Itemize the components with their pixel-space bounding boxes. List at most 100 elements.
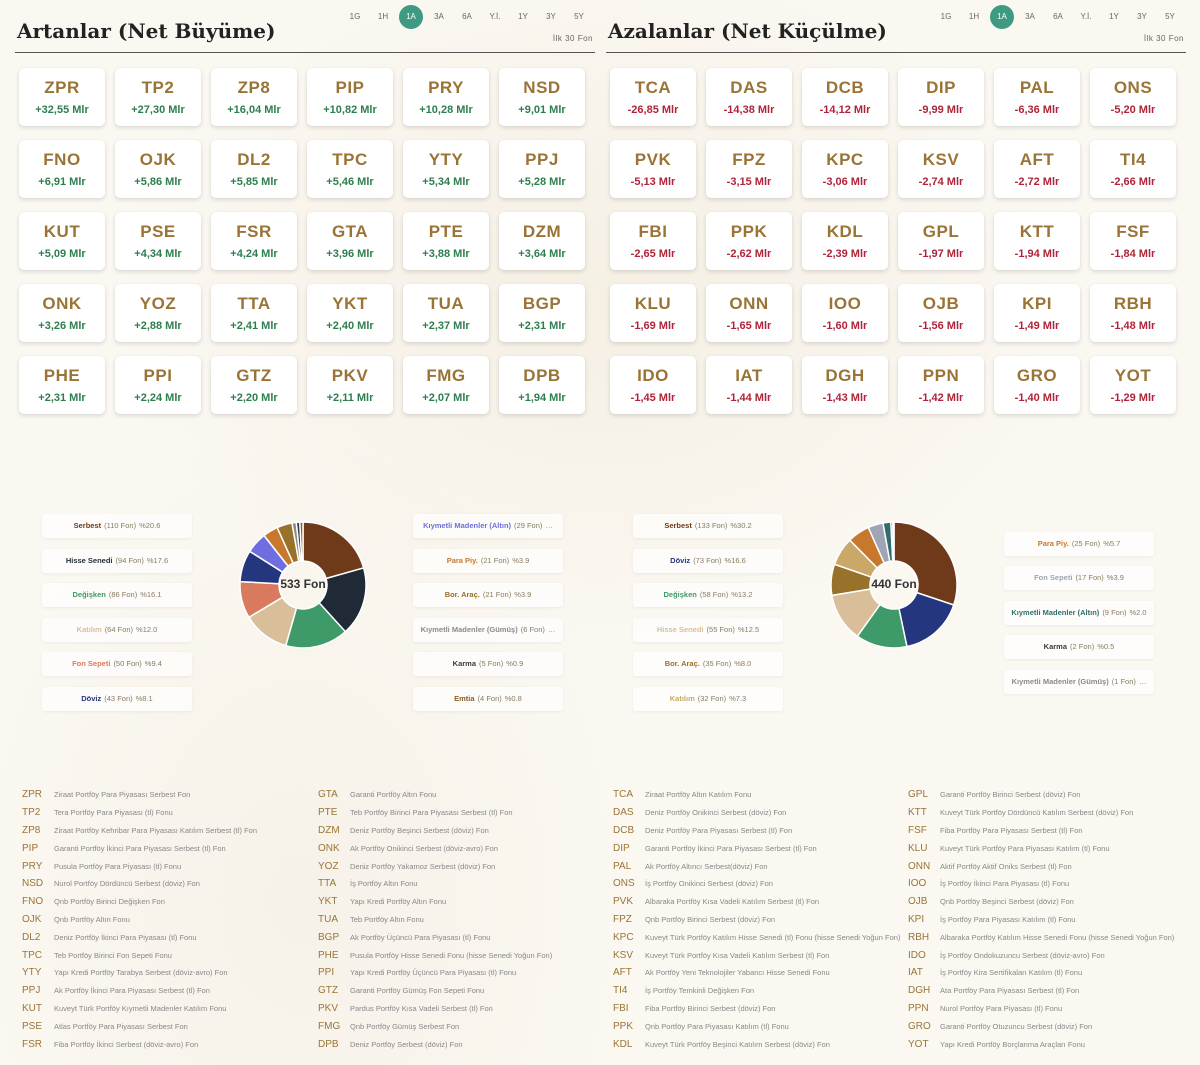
fund-list-code[interactable]: PPJ bbox=[22, 985, 41, 997]
fund-card-pkv[interactable]: PKV +2,11 Mlr bbox=[307, 356, 393, 414]
legend-item[interactable]: Emtia (4 Fon) %0.8 bbox=[413, 687, 563, 711]
fund-card-bgp[interactable]: BGP +2,31 Mlr bbox=[499, 284, 585, 342]
fund-list-code[interactable]: DAS bbox=[613, 807, 634, 819]
period-3y[interactable]: 3Y bbox=[1137, 12, 1147, 21]
fund-list-code[interactable]: PHE bbox=[318, 949, 339, 961]
legend-item[interactable]: Para Piy. (25 Fon) %5.7 bbox=[1004, 532, 1154, 556]
period-3a[interactable]: 3A bbox=[434, 12, 444, 21]
fund-list-code[interactable]: GTA bbox=[318, 789, 338, 801]
fund-card-ppj[interactable]: PPJ +5,28 Mlr bbox=[499, 140, 585, 198]
fund-list-code[interactable]: PPI bbox=[318, 967, 335, 979]
period-3a[interactable]: 3A bbox=[1025, 12, 1035, 21]
fund-card-dgh[interactable]: DGH -1,43 Mlr bbox=[802, 356, 888, 414]
fund-card-dl2[interactable]: DL2 +5,85 Mlr bbox=[211, 140, 297, 198]
period-5y[interactable]: 5Y bbox=[574, 12, 584, 21]
fund-card-ons[interactable]: ONS -5,20 Mlr bbox=[1090, 68, 1176, 126]
fund-card-pvk[interactable]: PVK -5,13 Mlr bbox=[610, 140, 696, 198]
legend-item[interactable]: Değişken (86 Fon) %16.1 bbox=[42, 583, 192, 607]
legend-item[interactable]: Döviz (73 Fon) %16.6 bbox=[633, 549, 783, 573]
fund-card-tta[interactable]: TTA +2,41 Mlr bbox=[211, 284, 297, 342]
fund-list-code[interactable]: TP2 bbox=[22, 807, 41, 819]
fund-list-code[interactable]: GPL bbox=[908, 789, 929, 801]
fund-list-code[interactable]: PIP bbox=[22, 842, 39, 854]
fund-card-pal[interactable]: PAL -6,36 Mlr bbox=[994, 68, 1080, 126]
fund-card-fsr[interactable]: FSR +4,24 Mlr bbox=[211, 212, 297, 270]
fund-list-code[interactable]: NSD bbox=[22, 878, 44, 890]
pie-slice-emtia[interactable] bbox=[299, 521, 304, 562]
fund-list-code[interactable]: IAT bbox=[908, 967, 923, 979]
legend-item[interactable]: Fon Sepeti (50 Fon) %9.4 bbox=[42, 652, 192, 676]
legend-item[interactable]: Fon Sepeti (17 Fon) %3.9 bbox=[1004, 566, 1154, 590]
fund-list-code[interactable]: FSR bbox=[22, 1038, 42, 1050]
fund-card-kpc[interactable]: KPC -3,06 Mlr bbox=[802, 140, 888, 198]
fund-list-code[interactable]: YOZ bbox=[318, 860, 339, 872]
fund-list-code[interactable]: TI4 bbox=[613, 985, 628, 997]
fund-list-code[interactable]: FPZ bbox=[613, 913, 632, 925]
pie-slice-k-ymetli-madenler-g-m-[interactable] bbox=[892, 521, 895, 562]
fund-list-code[interactable]: IOO bbox=[908, 878, 927, 890]
fund-list-code[interactable]: TTA bbox=[318, 878, 337, 890]
fund-card-tpc[interactable]: TPC +5,46 Mlr bbox=[307, 140, 393, 198]
legend-item[interactable]: Bor. Araç. (21 Fon) %3.9 bbox=[413, 583, 563, 607]
fund-list-code[interactable]: OJB bbox=[908, 896, 928, 908]
fund-card-dcb[interactable]: DCB -14,12 Mlr bbox=[802, 68, 888, 126]
fund-card-rbh[interactable]: RBH -1,48 Mlr bbox=[1090, 284, 1176, 342]
fund-card-yot[interactable]: YOT -1,29 Mlr bbox=[1090, 356, 1176, 414]
fund-list-code[interactable]: DPB bbox=[318, 1038, 339, 1050]
fund-card-dzm[interactable]: DZM +3,64 Mlr bbox=[499, 212, 585, 270]
fund-list-code[interactable]: DL2 bbox=[22, 931, 41, 943]
fund-card-ppi[interactable]: PPI +2,24 Mlr bbox=[115, 356, 201, 414]
pie-slice-serbest[interactable] bbox=[302, 521, 365, 580]
fund-list-code[interactable]: ONS bbox=[613, 878, 635, 890]
fund-card-nsd[interactable]: NSD +9,01 Mlr bbox=[499, 68, 585, 126]
fund-list-code[interactable]: FBI bbox=[613, 1002, 629, 1014]
fund-card-onk[interactable]: ONK +3,26 Mlr bbox=[19, 284, 105, 342]
fund-list-code[interactable]: AFT bbox=[613, 967, 632, 979]
fund-card-ti4[interactable]: TI4 -2,66 Mlr bbox=[1090, 140, 1176, 198]
fund-card-fpz[interactable]: FPZ -3,15 Mlr bbox=[706, 140, 792, 198]
fund-list-code[interactable]: KDL bbox=[613, 1038, 633, 1050]
fund-list-code[interactable]: PVK bbox=[613, 896, 634, 908]
legend-item[interactable]: Kıymetli Madenler (Gümüş) (1 Fon)… bbox=[1004, 670, 1154, 694]
fund-card-fsf[interactable]: FSF -1,84 Mlr bbox=[1090, 212, 1176, 270]
period-1a[interactable]: 1A bbox=[990, 5, 1014, 29]
legend-item[interactable]: Karma (2 Fon) %0.5 bbox=[1004, 635, 1154, 659]
legend-item[interactable]: Değişken (58 Fon) %13.2 bbox=[633, 583, 783, 607]
fund-card-pte[interactable]: PTE +3,88 Mlr bbox=[403, 212, 489, 270]
fund-list-code[interactable]: KPI bbox=[908, 913, 925, 925]
fund-card-gtz[interactable]: GTZ +2,20 Mlr bbox=[211, 356, 297, 414]
period-6a[interactable]: 6A bbox=[462, 12, 472, 21]
fund-list-code[interactable]: PPN bbox=[908, 1002, 929, 1014]
fund-list-code[interactable]: FSF bbox=[908, 824, 927, 836]
legend-item[interactable]: Karma (5 Fon) %0.9 bbox=[413, 652, 563, 676]
fund-list-code[interactable]: PRY bbox=[22, 860, 43, 872]
fund-list-code[interactable]: TPC bbox=[22, 949, 42, 961]
fund-card-gro[interactable]: GRO -1,40 Mlr bbox=[994, 356, 1080, 414]
fund-list-code[interactable]: PTE bbox=[318, 807, 338, 819]
legend-item[interactable]: Katılım (64 Fon) %12.0 bbox=[42, 618, 192, 642]
fund-card-aft[interactable]: AFT -2,72 Mlr bbox=[994, 140, 1080, 198]
period-1y[interactable]: 1Y bbox=[1109, 12, 1119, 21]
fund-list-code[interactable]: KTT bbox=[908, 807, 927, 819]
fund-card-pry[interactable]: PRY +10,28 Mlr bbox=[403, 68, 489, 126]
legend-item[interactable]: Para Piy. (21 Fon) %3.9 bbox=[413, 549, 563, 573]
fund-list-code[interactable]: PSE bbox=[22, 1020, 43, 1032]
fund-list-code[interactable]: PPK bbox=[613, 1020, 634, 1032]
fund-list-code[interactable]: ONK bbox=[318, 842, 340, 854]
fund-list-code[interactable]: DIP bbox=[613, 842, 630, 854]
fund-card-fbi[interactable]: FBI -2,65 Mlr bbox=[610, 212, 696, 270]
fund-card-onn[interactable]: ONN -1,65 Mlr bbox=[706, 284, 792, 342]
fund-card-kpi[interactable]: KPI -1,49 Mlr bbox=[994, 284, 1080, 342]
fund-list-code[interactable]: BGP bbox=[318, 931, 340, 943]
fund-card-pip[interactable]: PIP +10,82 Mlr bbox=[307, 68, 393, 126]
fund-list-code[interactable]: TCA bbox=[613, 789, 633, 801]
period-1g[interactable]: 1G bbox=[349, 12, 361, 21]
fund-card-tca[interactable]: TCA -26,85 Mlr bbox=[610, 68, 696, 126]
period-6a[interactable]: 6A bbox=[1053, 12, 1063, 21]
fund-list-code[interactable]: DCB bbox=[613, 824, 635, 836]
legend-item[interactable]: Hisse Senedi (94 Fon) %17.6 bbox=[42, 549, 192, 573]
period-1y[interactable]: 1Y bbox=[518, 12, 528, 21]
fund-list-code[interactable]: RBH bbox=[908, 931, 930, 943]
pie-slice-serbest[interactable] bbox=[893, 521, 958, 606]
fund-card-tp2[interactable]: TP2 +27,30 Mlr bbox=[115, 68, 201, 126]
